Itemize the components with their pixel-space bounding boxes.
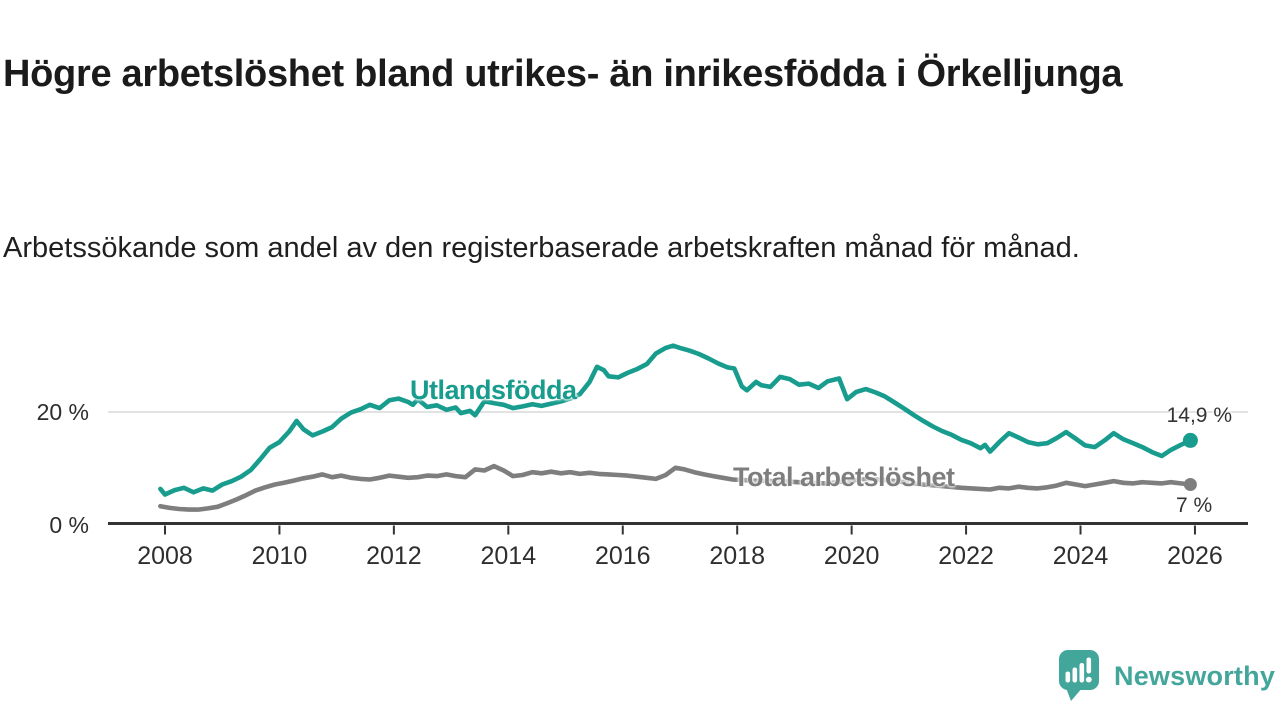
x-tick-label: 2012 xyxy=(366,542,422,570)
x-tick-label: 2026 xyxy=(1167,542,1223,570)
series-end-dot-2 xyxy=(1183,477,1197,491)
y-axis-label-0: 0 % xyxy=(49,512,89,538)
x-tick-label: 2016 xyxy=(594,542,651,570)
series-line-1 xyxy=(158,343,1193,497)
chart-subtitle: Arbetssökande som andel av den registerb… xyxy=(3,232,1080,264)
end-value-label-total: 7 % xyxy=(1176,494,1213,517)
brand-name: Newsworthy xyxy=(1114,660,1276,691)
x-tick-label: 2024 xyxy=(1052,542,1109,570)
series-end-dot-1 xyxy=(1182,432,1198,448)
x-tick-label: 2020 xyxy=(823,542,880,570)
series-label-utlandsfodda: Utlandsfödda xyxy=(410,375,577,405)
y-axis-label-20: 20 % xyxy=(36,399,89,425)
series-line-2 xyxy=(158,463,1193,512)
series-label-total-arbetsloshet: Total arbetslöshet xyxy=(733,462,955,492)
x-tick-label: 2014 xyxy=(480,542,537,570)
newsworthy-attribution: Newsworthy xyxy=(1058,648,1275,704)
x-tick-label: 2008 xyxy=(137,542,193,570)
x-tick-label: 2022 xyxy=(938,542,994,570)
x-tick-label: 2010 xyxy=(251,542,308,570)
chart-title: Högre arbetslöshet bland utrikes- än inr… xyxy=(3,53,1123,96)
newsworthy-logo-icon xyxy=(1059,650,1099,701)
end-value-label-utlandsfodda: 14,9 % xyxy=(1166,404,1232,427)
x-tick-label: 2018 xyxy=(709,542,765,570)
